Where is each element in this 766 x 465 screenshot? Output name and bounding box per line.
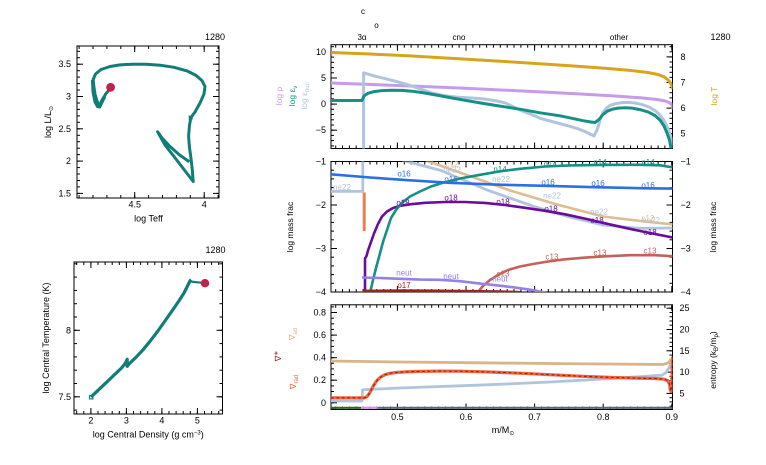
svg-text:neut: neut xyxy=(492,275,508,284)
svg-text:ne22: ne22 xyxy=(333,183,351,192)
svg-text:3α: 3α xyxy=(357,33,366,42)
svg-text:log Teff: log Teff xyxy=(134,214,163,224)
svg-text:∇∗: ∇∗ xyxy=(273,351,283,363)
svg-text:0.8: 0.8 xyxy=(313,308,326,318)
svg-text:−4: −4 xyxy=(681,287,691,297)
svg-text:o16: o16 xyxy=(397,170,411,179)
svg-text:0.9: 0.9 xyxy=(666,412,679,422)
svg-text:0: 0 xyxy=(321,99,326,109)
svg-text:o18: o18 xyxy=(643,228,657,237)
svg-text:c13: c13 xyxy=(497,270,510,279)
svg-text:7: 7 xyxy=(681,78,686,88)
svg-text:15: 15 xyxy=(680,346,690,356)
svg-text:10: 10 xyxy=(680,367,690,377)
svg-text:0.4: 0.4 xyxy=(313,353,326,363)
svg-text:log L/L⊙: log L/L⊙ xyxy=(43,106,55,138)
svg-text:1280: 1280 xyxy=(205,245,225,255)
svg-text:o18: o18 xyxy=(496,198,510,207)
svg-text:1280: 1280 xyxy=(205,32,225,42)
svg-text:8: 8 xyxy=(681,52,686,62)
svg-text:n14: n14 xyxy=(593,158,607,167)
svg-text:25: 25 xyxy=(680,303,690,313)
svg-text:0.5: 0.5 xyxy=(391,412,404,422)
svg-text:8: 8 xyxy=(66,325,71,335)
svg-text:o17: o17 xyxy=(397,281,411,290)
svg-text:other: other xyxy=(610,33,629,42)
svg-text:c13: c13 xyxy=(546,253,559,262)
svg-text:c12: c12 xyxy=(446,160,459,169)
svg-text:n14: n14 xyxy=(641,158,655,167)
svg-text:0.7: 0.7 xyxy=(528,412,541,422)
svg-text:−3: −3 xyxy=(681,244,691,254)
svg-text:−1: −1 xyxy=(316,157,326,167)
svg-text:10: 10 xyxy=(316,47,326,57)
svg-text:5: 5 xyxy=(195,416,200,426)
svg-text:ne22: ne22 xyxy=(590,208,608,217)
svg-text:1.5: 1.5 xyxy=(58,188,71,198)
svg-text:4.5: 4.5 xyxy=(128,200,141,210)
svg-text:1280: 1280 xyxy=(710,32,730,42)
svg-text:−2: −2 xyxy=(316,200,326,210)
svg-text:o16: o16 xyxy=(591,179,605,188)
svg-text:ne22: ne22 xyxy=(492,175,510,184)
svg-text:ne22: ne22 xyxy=(543,192,561,201)
svg-text:4: 4 xyxy=(159,416,164,426)
svg-text:c13: c13 xyxy=(644,247,657,256)
svg-text:6: 6 xyxy=(681,103,686,113)
svg-text:0.6: 0.6 xyxy=(313,330,326,340)
svg-text:m/M⊙: m/M⊙ xyxy=(492,425,515,437)
svg-text:log Central Density (g cm−3): log Central Density (g cm−3) xyxy=(93,430,204,440)
svg-text:o16: o16 xyxy=(541,178,555,187)
svg-text:log T: log T xyxy=(709,87,719,106)
svg-text:0: 0 xyxy=(321,398,326,408)
svg-text:o: o xyxy=(374,21,379,30)
svg-text:5: 5 xyxy=(681,129,686,139)
svg-text:2: 2 xyxy=(66,156,71,166)
svg-text:5: 5 xyxy=(321,73,326,83)
svg-text:log mass frac: log mass frac xyxy=(285,201,295,252)
svg-text:−5: −5 xyxy=(316,125,326,135)
svg-text:7.5: 7.5 xyxy=(58,392,71,402)
svg-text:3: 3 xyxy=(124,416,129,426)
svg-text:o16: o16 xyxy=(641,181,655,190)
svg-text:−3: −3 xyxy=(316,244,326,254)
svg-text:o18: o18 xyxy=(590,216,604,225)
svg-text:cno: cno xyxy=(453,33,466,42)
svg-text:2.5: 2.5 xyxy=(58,124,71,134)
svg-text:o18: o18 xyxy=(444,194,458,203)
svg-text:c13: c13 xyxy=(594,249,607,258)
svg-text:3.5: 3.5 xyxy=(58,59,71,69)
svg-text:log Central Temperature (K): log Central Temperature (K) xyxy=(41,283,51,394)
svg-text:ne22: ne22 xyxy=(642,216,660,225)
svg-text:3: 3 xyxy=(66,92,71,102)
svg-text:0.2: 0.2 xyxy=(313,375,326,385)
svg-text:5: 5 xyxy=(680,388,685,398)
svg-text:−4: −4 xyxy=(316,287,326,297)
svg-text:0.6: 0.6 xyxy=(460,412,473,422)
svg-text:−2: −2 xyxy=(681,200,691,210)
svg-text:c12: c12 xyxy=(642,214,655,223)
svg-text:log ρ: log ρ xyxy=(274,87,284,106)
svg-text:neut: neut xyxy=(396,269,412,278)
svg-text:log εν: log εν xyxy=(287,86,299,107)
svg-text:20: 20 xyxy=(680,325,690,335)
svg-text:0.8: 0.8 xyxy=(597,412,610,422)
svg-text:n14: n14 xyxy=(493,165,507,174)
svg-text:n14: n14 xyxy=(543,160,557,169)
svg-text:entropy (kB/mp): entropy (kB/mp) xyxy=(708,331,720,389)
svg-text:c: c xyxy=(361,7,365,16)
svg-text:o16: o16 xyxy=(444,175,458,184)
svg-text:4: 4 xyxy=(202,200,207,210)
svg-text:ne22: ne22 xyxy=(443,166,461,175)
svg-text:neut: neut xyxy=(443,272,459,281)
svg-text:o18: o18 xyxy=(544,205,558,214)
svg-text:−1: −1 xyxy=(681,157,691,167)
svg-text:log mass frac: log mass frac xyxy=(708,201,718,252)
svg-text:o18: o18 xyxy=(396,199,410,208)
svg-text:2: 2 xyxy=(88,416,93,426)
